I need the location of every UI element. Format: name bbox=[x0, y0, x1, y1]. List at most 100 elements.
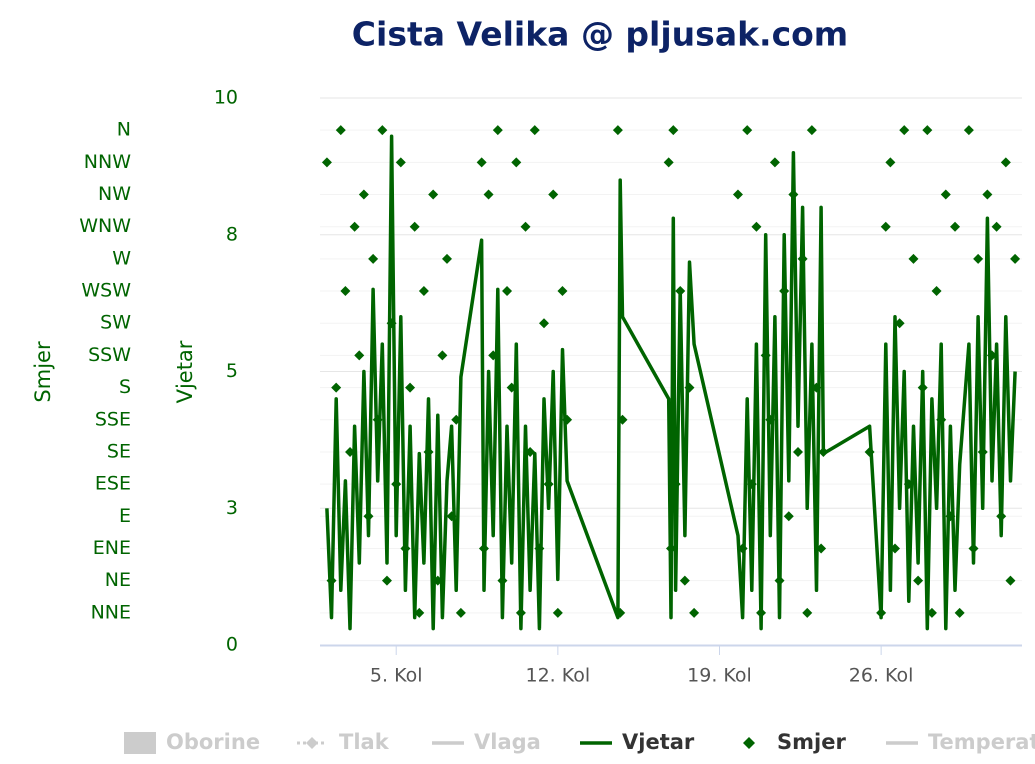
y-tick-label: 3 bbox=[226, 497, 238, 519]
direction-marker bbox=[991, 221, 1002, 232]
chart-title: Cista Velika @ pljusak.com bbox=[352, 15, 848, 54]
direction-marker bbox=[543, 479, 554, 490]
legend-label[interactable]: Tlak bbox=[339, 730, 390, 754]
direction-marker bbox=[368, 253, 379, 264]
direction-marker bbox=[889, 543, 900, 554]
direction-marker bbox=[492, 125, 503, 136]
x-tick-label: 5. Kol bbox=[370, 665, 423, 687]
direction-marker bbox=[996, 511, 1007, 522]
direction-marker bbox=[670, 479, 681, 490]
legend-label[interactable]: Vjetar bbox=[622, 730, 695, 754]
direction-marker bbox=[515, 607, 526, 618]
y2-tick-label: NW bbox=[98, 183, 131, 205]
direction-marker bbox=[432, 575, 443, 586]
direction-marker bbox=[765, 414, 776, 425]
direction-marker bbox=[968, 543, 979, 554]
direction-marker bbox=[779, 286, 790, 297]
direction-marker bbox=[409, 221, 420, 232]
direction-marker bbox=[811, 382, 822, 393]
direction-marker bbox=[756, 607, 767, 618]
direction-marker bbox=[534, 543, 545, 554]
direction-marker bbox=[326, 575, 337, 586]
direction-marker bbox=[502, 286, 513, 297]
direction-marker bbox=[386, 318, 397, 329]
legend-label[interactable]: Temperatura bbox=[928, 730, 1035, 754]
direction-marker bbox=[529, 125, 540, 136]
direction-marker bbox=[668, 125, 679, 136]
direction-marker bbox=[612, 125, 623, 136]
direction-marker bbox=[908, 253, 919, 264]
direction-marker bbox=[751, 221, 762, 232]
direction-marker bbox=[679, 575, 690, 586]
direction-marker bbox=[816, 543, 827, 554]
x-tick-label: 19. Kol bbox=[687, 665, 752, 687]
direction-marker bbox=[381, 575, 392, 586]
direction-marker bbox=[395, 157, 406, 168]
y2-tick-label: S bbox=[119, 376, 131, 398]
y-tick-label: 8 bbox=[226, 223, 238, 245]
direction-marker bbox=[442, 253, 453, 264]
direction-marker bbox=[405, 382, 416, 393]
direction-marker bbox=[372, 414, 383, 425]
direction-marker bbox=[783, 511, 794, 522]
y2-tick-label: WNW bbox=[79, 215, 131, 237]
direction-marker bbox=[793, 446, 804, 457]
direction-marker bbox=[418, 286, 429, 297]
direction-marker bbox=[455, 607, 466, 618]
direction-marker bbox=[476, 157, 487, 168]
y2-tick-label: SW bbox=[100, 312, 131, 334]
direction-marker bbox=[1000, 157, 1011, 168]
y2-tick-label: WSW bbox=[81, 280, 131, 302]
direction-marker bbox=[666, 543, 676, 554]
direction-marker bbox=[437, 350, 448, 361]
y2-tick-label: ENE bbox=[93, 537, 131, 559]
direction-marker bbox=[737, 543, 748, 554]
direction-marker bbox=[562, 414, 573, 425]
direction-marker bbox=[354, 350, 365, 361]
direction-marker bbox=[940, 189, 951, 200]
direction-marker bbox=[954, 607, 965, 618]
y-axis-title: Vjetar bbox=[173, 340, 197, 403]
direction-marker bbox=[331, 382, 342, 393]
direction-marker bbox=[880, 221, 891, 232]
direction-marker bbox=[950, 221, 961, 232]
direction-marker bbox=[615, 607, 626, 618]
direction-marker bbox=[864, 446, 875, 457]
direction-marker bbox=[423, 446, 434, 457]
direction-marker bbox=[506, 382, 517, 393]
legend-swatch bbox=[306, 737, 318, 749]
legend-swatch bbox=[124, 732, 156, 754]
direction-marker bbox=[321, 157, 332, 168]
x-tick-label: 26. Kol bbox=[849, 665, 914, 687]
direction-marker bbox=[548, 189, 559, 200]
direction-marker bbox=[335, 125, 346, 136]
direction-marker bbox=[511, 157, 522, 168]
y2-axis-title: Smjer bbox=[31, 341, 55, 403]
direction-marker bbox=[1005, 575, 1016, 586]
direction-marker bbox=[358, 189, 369, 200]
direction-marker bbox=[760, 350, 771, 361]
direction-marker bbox=[806, 125, 817, 136]
y2-tick-label: E bbox=[119, 505, 131, 527]
y2-tick-label: N bbox=[117, 119, 131, 141]
direction-marker bbox=[746, 479, 757, 490]
direction-marker bbox=[818, 446, 829, 457]
direction-marker bbox=[903, 479, 914, 490]
direction-marker bbox=[1010, 253, 1021, 264]
x-tick-label: 12. Kol bbox=[526, 665, 591, 687]
direction-marker bbox=[363, 511, 374, 522]
direction-marker bbox=[945, 511, 956, 522]
legend-label[interactable]: Oborine bbox=[166, 730, 260, 754]
direction-marker bbox=[377, 125, 388, 136]
direction-marker bbox=[977, 446, 988, 457]
y2-tick-label: NNW bbox=[84, 151, 131, 173]
legend-label[interactable]: Vlaga bbox=[474, 730, 541, 754]
direction-marker bbox=[483, 189, 494, 200]
direction-marker bbox=[963, 125, 974, 136]
direction-marker bbox=[769, 157, 780, 168]
direction-marker bbox=[802, 607, 813, 618]
direction-marker bbox=[557, 286, 568, 297]
direction-marker bbox=[446, 511, 457, 522]
direction-marker bbox=[520, 221, 531, 232]
legend-label[interactable]: Smjer bbox=[777, 730, 846, 754]
